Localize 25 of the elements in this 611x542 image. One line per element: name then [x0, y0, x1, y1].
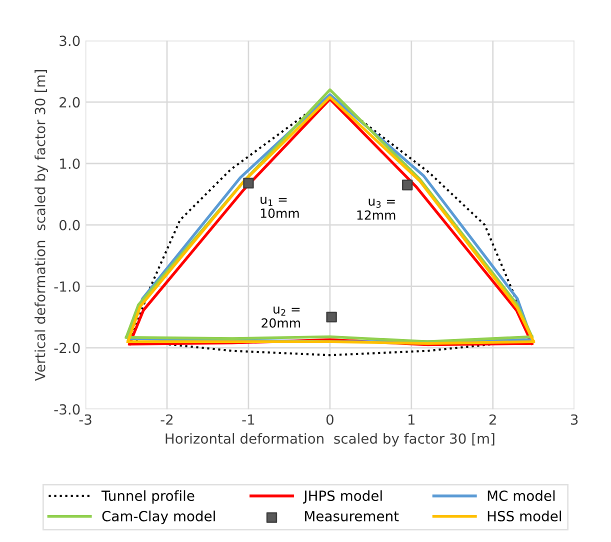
x-tick-label: -2	[160, 414, 173, 425]
y-axis-title: Vertical deformation scaled by factor 30 [m]	[34, 70, 48, 381]
annotation: u$_{1}$ = 10mm	[260, 196, 299, 218]
y-tick-label: 2.0	[60, 97, 80, 108]
y-tick-label: 3.0	[60, 36, 80, 46]
annotation: u$_{3}$ = 12mm	[357, 198, 396, 220]
x-axis-title: Horizontal deformation scaled by factor 30 [m]	[166, 433, 494, 447]
x-tick-label: 2	[489, 414, 496, 425]
legend-label: MC model	[488, 490, 555, 502]
x-tick-label: 0	[326, 414, 334, 425]
annotation: u$_{2}$ = 20mm	[262, 306, 300, 328]
y-tick-label: 1.0	[60, 158, 80, 169]
x-tick-label: -3	[79, 414, 92, 425]
y-tick-label: -1.0	[54, 281, 80, 292]
y-tick-label: 0.0	[60, 220, 80, 230]
legend-label: HSS model	[488, 510, 561, 522]
legend-label: Cam-Clay model	[102, 510, 215, 524]
x-tick-label: -1	[242, 414, 254, 425]
y-tick-label: -2.0	[54, 342, 80, 354]
x-tick-label: 3	[570, 414, 578, 425]
x-tick-label: 1	[408, 414, 415, 425]
legend-label: Measurement	[305, 511, 399, 522]
y-tick-label: -3.0	[54, 404, 80, 415]
legend-label: JHPS model	[302, 490, 382, 504]
legend-label: Tunnel profile	[101, 490, 194, 504]
